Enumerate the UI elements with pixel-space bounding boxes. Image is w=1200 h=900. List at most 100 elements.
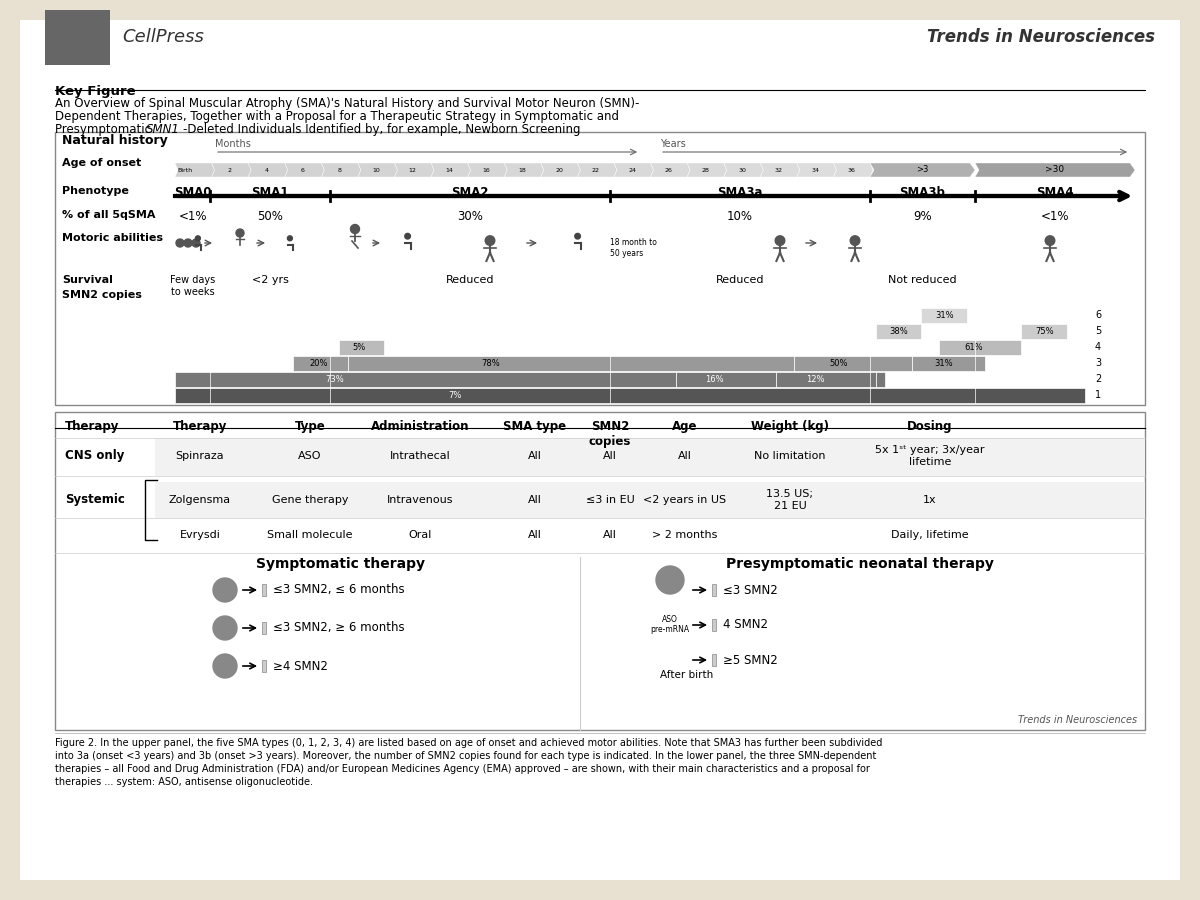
Polygon shape [834,163,874,177]
Text: 2: 2 [228,167,232,173]
Polygon shape [431,163,470,177]
Text: Age: Age [672,420,697,433]
Polygon shape [175,163,215,177]
Text: 61%: 61% [964,343,983,352]
Text: Dosing: Dosing [907,420,953,433]
Text: Zolgensma: Zolgensma [169,495,232,505]
Text: Birth: Birth [178,167,192,173]
Bar [348,356,794,371]
Text: ≥4 SMN2: ≥4 SMN2 [274,660,328,672]
Text: Oral: Oral [408,530,432,540]
Text: Evrysdi: Evrysdi [180,530,221,540]
Bar [55,412,1145,730]
Text: SMA4: SMA4 [1036,186,1074,199]
Text: 20: 20 [556,167,563,173]
Text: Survival: Survival [62,275,113,285]
Text: CNS only: CNS only [65,449,125,463]
Text: 36: 36 [847,167,856,173]
Bar [262,622,266,634]
Text: 18 month to
50 years: 18 month to 50 years [610,238,656,257]
Circle shape [236,229,244,237]
Text: 5%: 5% [353,343,366,352]
Text: 24: 24 [629,167,636,173]
Bar [922,308,967,323]
Text: Motoric abilities: Motoric abilities [62,233,163,243]
Text: Not reduced: Not reduced [888,275,956,285]
Text: 26: 26 [665,167,673,173]
Text: 10%: 10% [727,210,754,223]
Text: 1: 1 [1096,391,1102,401]
Text: ≤3 SMN2, ≥ 6 months: ≤3 SMN2, ≥ 6 months [274,622,404,634]
Polygon shape [724,163,763,177]
Circle shape [288,236,293,240]
Text: Months: Months [215,139,251,149]
Circle shape [656,566,684,594]
Text: 6: 6 [1096,310,1102,320]
Text: All: All [528,451,542,461]
Text: 50%: 50% [829,359,847,368]
Text: into 3a (onset <3 years) and 3b (onset >3 years). Moreover, the number of SMN2 c: into 3a (onset <3 years) and 3b (onset >… [55,751,876,761]
Text: Spinraza: Spinraza [175,451,224,461]
Text: 16%: 16% [706,375,724,384]
Polygon shape [974,163,1135,177]
Text: Trends in Neurosciences: Trends in Neurosciences [1018,715,1138,725]
Circle shape [775,236,785,246]
Text: An Overview of Spinal Muscular Atrophy (SMA)'s Natural History and Survival Moto: An Overview of Spinal Muscular Atrophy (… [55,97,640,110]
Text: Small molecule: Small molecule [268,530,353,540]
Polygon shape [395,163,434,177]
Text: CellPress: CellPress [122,28,204,46]
Polygon shape [322,163,361,177]
Text: Years: Years [660,139,685,149]
Text: All: All [604,530,617,540]
Text: All: All [678,451,692,461]
Text: Administration: Administration [371,420,469,433]
Text: >30: >30 [1045,166,1064,175]
Text: 10: 10 [372,167,380,173]
Polygon shape [504,163,544,177]
Bar [1021,324,1067,339]
Circle shape [851,236,859,246]
Text: 4: 4 [1096,343,1102,353]
Text: 28: 28 [702,167,709,173]
Text: <2 years in US: <2 years in US [643,495,726,505]
Text: 6: 6 [301,167,305,173]
Polygon shape [870,163,974,177]
Text: Dependent Therapies, Together with a Proposal for a Therapeutic Strategy in Symp: Dependent Therapies, Together with a Pro… [55,110,619,123]
Bar [175,388,1085,403]
Text: SMA0: SMA0 [174,186,211,199]
Text: 22: 22 [592,167,600,173]
Text: 12%: 12% [805,375,824,384]
Text: SMA3b: SMA3b [900,186,946,199]
Text: Few days
to weeks: Few days to weeks [170,275,215,297]
Text: No limitation: No limitation [755,451,826,461]
Polygon shape [211,163,251,177]
Text: SMN1: SMN1 [146,123,180,136]
Bar [912,356,985,371]
Text: Reduced: Reduced [715,275,764,285]
Text: <2 yrs: <2 yrs [252,275,288,285]
Text: 4: 4 [264,167,269,173]
Text: 5x 1ˢᵗ year; 3x/year
lifetime: 5x 1ˢᵗ year; 3x/year lifetime [875,446,985,467]
Text: ≤3 SMN2: ≤3 SMN2 [722,583,778,597]
Text: ≥5 SMN2: ≥5 SMN2 [722,653,778,667]
Text: ASO
pre-mRNA: ASO pre-mRNA [650,615,690,634]
Text: 1x: 1x [923,495,937,505]
Polygon shape [358,163,397,177]
Text: SMA1: SMA1 [251,186,289,199]
Text: therapies ... system: ASO, antisense oligonucleotide.: therapies ... system: ASO, antisense oli… [55,777,313,787]
Circle shape [176,239,184,247]
Text: Therapy: Therapy [173,420,227,433]
Circle shape [214,578,238,602]
Bar [262,660,266,672]
Text: SMN2 copies: SMN2 copies [62,290,142,300]
Text: 8: 8 [337,167,342,173]
Text: 12: 12 [409,167,416,173]
Text: ≤3 in EU: ≤3 in EU [586,495,635,505]
Text: 18: 18 [518,167,527,173]
Bar [876,372,884,387]
Text: After birth: After birth [660,670,713,680]
Bar [712,619,716,631]
Text: Figure 2. In the upper panel, the five SMA types (0, 1, 2, 3, 4) are listed base: Figure 2. In the upper panel, the five S… [55,738,882,748]
Text: SMN2
copies: SMN2 copies [589,420,631,448]
Text: 16: 16 [482,167,490,173]
